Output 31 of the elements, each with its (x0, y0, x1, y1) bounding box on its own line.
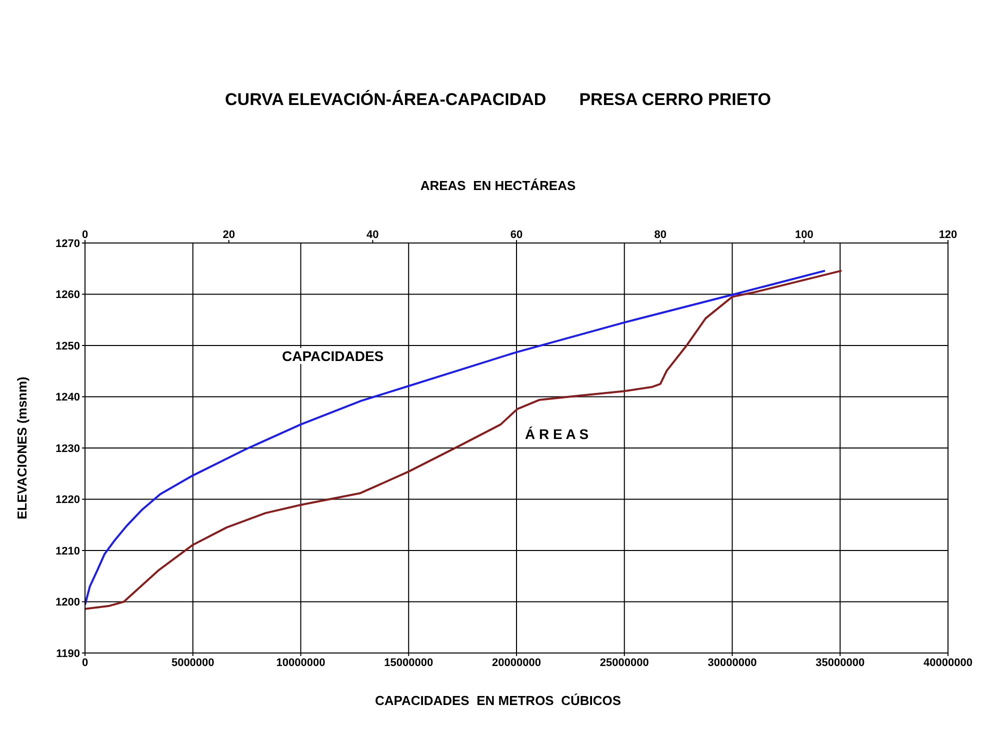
y-tick-label: 1190 (56, 648, 80, 660)
x2-tick-label: 40 (366, 229, 379, 241)
x-tick-label: 30000000 (708, 656, 757, 669)
y-tick-label: 1260 (56, 289, 80, 302)
y-tick-label: 1230 (56, 442, 80, 455)
x2-tick-label: 120 (938, 229, 958, 241)
x2-tick-label: 60 (510, 229, 523, 241)
x2-tick-label: 80 (654, 229, 666, 241)
x-tick-label: 10000000 (276, 656, 326, 669)
x2-tick-label: 20 (222, 229, 235, 241)
x-axis-title: CAPACIDADES EN METROS CÚBICOS (374, 693, 622, 708)
x-tick-label: 5000000 (171, 656, 214, 669)
annotation: Á R E A S (523, 426, 591, 442)
x-tick-label: 25000000 (600, 656, 649, 669)
y-tick-label: 1270 (56, 238, 80, 250)
y-tick-label: 1220 (56, 494, 80, 506)
y-axis-title: ELEVACIONES (msnm) (14, 376, 30, 520)
x-tick-label: 20000000 (492, 656, 541, 669)
y-tick-label: 1250 (56, 340, 80, 352)
y-tick-label: 1200 (56, 596, 80, 609)
y-tick-label: 1210 (56, 545, 80, 558)
x-tick-label: 15000000 (384, 656, 434, 669)
x-tick-label: 0 (82, 656, 88, 669)
x2-tick-label: 100 (794, 229, 814, 241)
annotation: CAPACIDADES (280, 348, 386, 364)
chart-title: CURVA ELEVACIÓN-ÁREA-CAPACIDAD PRESA CERRO PRIETO (224, 90, 772, 110)
y-tick-label: 1240 (56, 392, 80, 404)
x2-tick-label: 0 (82, 229, 88, 241)
x-tick-label: 40000000 (924, 656, 972, 669)
x-tick-label: 35000000 (816, 656, 865, 669)
x2-axis-title: AREAS EN HECTÁREAS (419, 178, 577, 193)
